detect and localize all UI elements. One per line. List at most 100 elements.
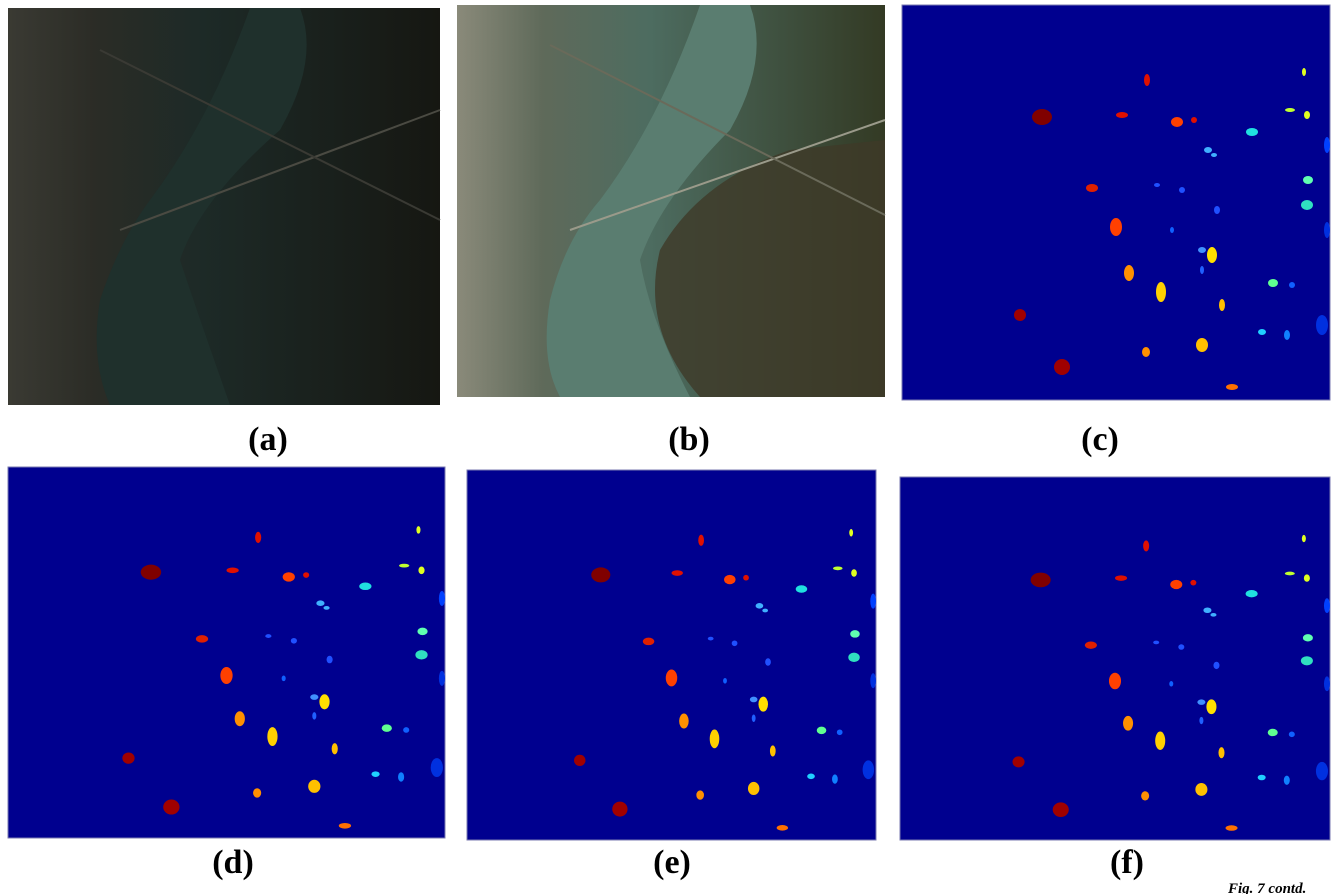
class-region [1210,613,1216,617]
class-region [1116,112,1128,118]
class-region [1123,716,1133,731]
class-region [1143,540,1149,551]
figure-caption: Fig. 7 contd. [1227,881,1306,894]
class-region [666,670,677,687]
map-background [467,470,876,840]
class-region [752,714,756,721]
class-region [403,727,409,733]
map-background [900,477,1330,840]
class-region [417,628,427,636]
class-region [748,782,759,795]
class-region [431,758,443,777]
class-region [1246,128,1258,136]
class-region [415,650,427,659]
class-region [796,585,807,592]
class-region [1303,634,1313,641]
figure: (a) (b) (c) (d) (e) (f) Fig. 7 contd. [0,0,1333,894]
class-region [724,575,735,584]
class-region [750,697,758,703]
class-region [612,802,627,817]
class-region [282,676,286,682]
class-region [227,567,239,573]
class-region [1289,732,1295,738]
class-region [1304,111,1310,119]
class-region [832,774,838,783]
class-region [1196,338,1208,352]
class-region [1284,330,1290,340]
class-region [371,771,379,777]
class-region [1268,729,1278,736]
class-region [1086,184,1098,192]
panel-label: (d) [212,844,254,881]
class-region [1141,791,1149,800]
class-region [1214,206,1220,214]
class-region [643,638,654,645]
class-region [1200,266,1204,274]
class-region [591,567,610,582]
class-region [312,712,316,720]
class-region [382,724,392,732]
figure-canvas: (a) (b) (c) (d) (e) (f) Fig. 7 contd. [0,0,1333,894]
class-region [283,572,295,581]
class-region [807,773,815,779]
class-region [1124,265,1134,281]
class-region [1032,109,1052,125]
class-region [1178,644,1184,650]
class-region [1031,573,1051,588]
class-region [323,606,329,610]
class-region [319,694,329,709]
class-region [359,583,371,591]
class-region [1218,747,1224,758]
class-region [122,753,134,764]
class-region [255,532,261,543]
map-background [902,5,1330,400]
class-region [1198,247,1206,253]
class-region [1302,535,1306,542]
class-region [339,823,351,829]
class-region [439,591,445,606]
class-region [777,825,788,831]
class-region [1195,783,1207,796]
class-region [1154,183,1160,187]
panel-a-image [8,8,440,405]
class-region [1301,656,1313,665]
panel-label: (b) [668,421,710,458]
class-region [1156,282,1166,302]
class-region [439,671,445,686]
class-region [1191,117,1197,123]
class-region [1144,74,1150,86]
class-region [770,745,776,756]
class-region [1316,762,1328,780]
class-region [1213,662,1219,669]
class-region [1203,607,1211,613]
class-region [1302,68,1306,76]
class-region [1013,756,1025,767]
class-region [1303,176,1313,184]
class-region [332,743,338,754]
class-region [1169,681,1173,687]
class-region [1211,153,1217,157]
class-region [732,640,738,646]
class-region [851,569,857,576]
class-region [1206,699,1216,714]
class-region [1053,802,1069,817]
class-region [696,790,704,799]
class-region [1153,641,1159,645]
class-region [1226,825,1238,831]
class-region [1014,309,1026,321]
class-region [1199,717,1203,724]
class-region [708,637,714,641]
class-region [1246,590,1258,597]
class-region [1316,315,1328,335]
class-region [398,772,404,781]
class-region [265,634,271,638]
class-region [399,564,409,568]
class-region [1170,580,1182,589]
class-region [1324,222,1330,238]
class-region [765,658,771,665]
class-region [1110,218,1122,236]
panel-label: (f) [1110,844,1144,881]
class-region [758,697,768,712]
class-region [1179,187,1185,193]
class-region [316,600,324,606]
